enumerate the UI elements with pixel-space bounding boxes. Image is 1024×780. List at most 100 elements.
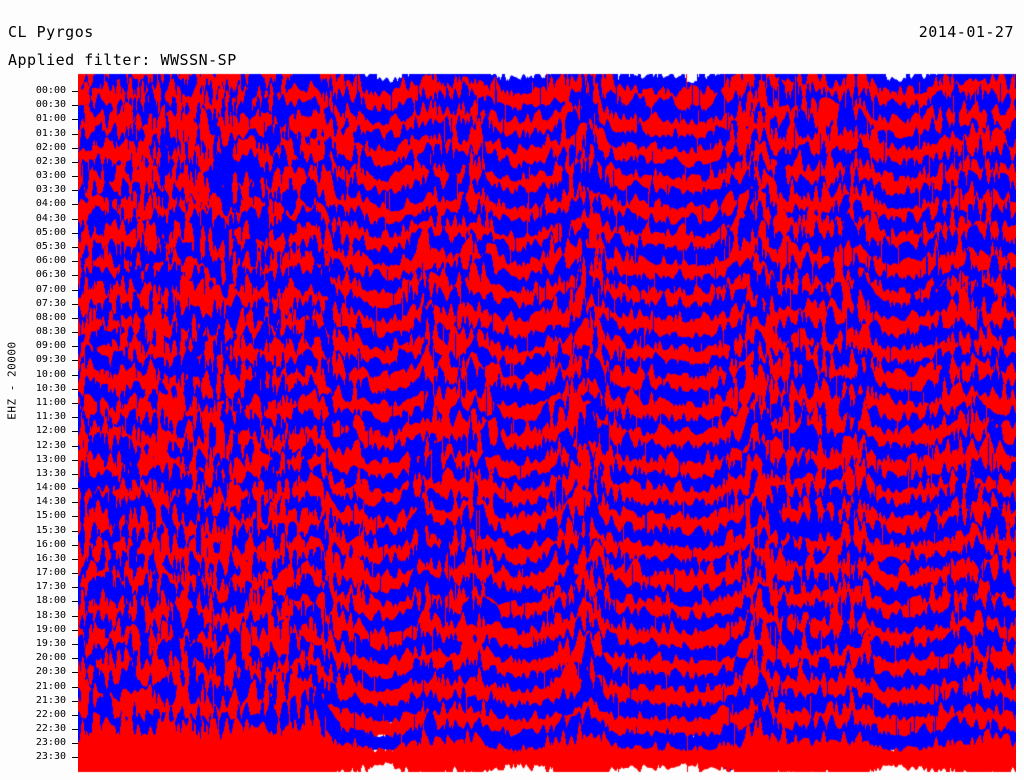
time-tick [72, 374, 78, 376]
time-tick [72, 218, 78, 220]
time-label: 11:00 [35, 396, 66, 408]
time-label: 16:00 [35, 538, 66, 550]
time-label: 20:00 [35, 652, 66, 664]
time-label: 23:30 [35, 751, 66, 763]
time-label: 12:00 [35, 425, 66, 437]
station-title: CL Pyrgos [8, 23, 94, 41]
time-label: 13:00 [35, 453, 66, 465]
time-label: 21:30 [35, 694, 66, 706]
time-tick [72, 658, 78, 660]
time-label: 15:30 [35, 524, 66, 536]
time-tick [72, 601, 78, 603]
time-label: 17:00 [35, 567, 66, 579]
time-label: 04:30 [35, 212, 66, 224]
time-label: 08:30 [35, 326, 66, 338]
time-tick [72, 686, 78, 688]
time-label: 10:30 [35, 382, 66, 394]
time-label: 23:00 [35, 737, 66, 749]
time-label: 03:30 [35, 184, 66, 196]
time-label: 01:30 [35, 127, 66, 139]
time-tick [72, 317, 78, 319]
time-tick [72, 402, 78, 404]
time-label: 19:30 [35, 638, 66, 650]
time-tick [72, 544, 78, 546]
time-tick [72, 672, 78, 674]
time-label: 21:00 [35, 680, 66, 692]
time-tick [72, 573, 78, 575]
time-label: 05:00 [35, 226, 66, 238]
time-tick [72, 289, 78, 291]
time-tick [72, 714, 78, 716]
time-tick [72, 176, 78, 178]
time-label: 01:00 [35, 113, 66, 125]
time-label: 08:00 [35, 311, 66, 323]
time-tick [72, 502, 78, 504]
time-label: 09:00 [35, 340, 66, 352]
seismogram-plot [78, 0, 1016, 780]
time-tick [72, 388, 78, 390]
time-tick [72, 587, 78, 589]
time-label: 14:30 [35, 496, 66, 508]
time-tick [72, 516, 78, 518]
time-label: 10:00 [35, 368, 66, 380]
time-label: 13:30 [35, 467, 66, 479]
time-label: 07:30 [35, 297, 66, 309]
time-tick [72, 105, 78, 107]
time-tick [72, 757, 78, 759]
time-tick [72, 119, 78, 121]
time-label: 18:30 [35, 609, 66, 621]
time-label: 12:30 [35, 439, 66, 451]
time-tick [72, 530, 78, 532]
time-label: 09:30 [35, 354, 66, 366]
time-tick [72, 261, 78, 263]
time-tick [72, 232, 78, 234]
time-label: 06:30 [35, 269, 66, 281]
time-tick [72, 615, 78, 617]
time-label: 22:30 [35, 723, 66, 735]
time-tick [72, 275, 78, 277]
time-label: 15:00 [35, 510, 66, 522]
time-tick [72, 204, 78, 206]
time-label: 00:00 [35, 85, 66, 96]
time-tick [72, 743, 78, 745]
time-label: 18:00 [35, 595, 66, 607]
time-label: 22:00 [35, 708, 66, 720]
time-label: 03:00 [35, 170, 66, 182]
time-tick [72, 629, 78, 631]
time-tick [72, 91, 78, 92]
time-tick [72, 303, 78, 305]
time-tick [72, 445, 78, 447]
applied-filter-label: Applied filter: WWSSN-SP [8, 51, 237, 69]
time-label: 00:30 [35, 99, 66, 111]
time-label: 17:30 [35, 581, 66, 593]
time-tick [72, 161, 78, 163]
time-tick [72, 729, 78, 731]
time-tick [72, 488, 78, 490]
time-label: 07:00 [35, 283, 66, 295]
time-tick [72, 417, 78, 419]
time-tick [72, 360, 78, 362]
time-label: 05:30 [35, 240, 66, 252]
time-tick [72, 332, 78, 334]
time-tick [72, 190, 78, 192]
time-tick [72, 147, 78, 149]
time-label: 06:00 [35, 255, 66, 267]
time-label: 04:00 [35, 198, 66, 210]
time-label: 02:00 [35, 141, 66, 153]
time-tick [72, 700, 78, 702]
time-tick [72, 558, 78, 560]
date-label: 2014-01-27 [918, 23, 1014, 41]
time-label: 16:30 [35, 552, 66, 564]
time-label: 11:30 [35, 411, 66, 423]
time-label: 14:00 [35, 482, 66, 494]
time-label: 02:30 [35, 155, 66, 167]
time-label: 20:30 [35, 666, 66, 678]
seismogram-canvas [78, 0, 1016, 780]
time-tick [72, 133, 78, 135]
time-axis: 00:00 00:30 01:00 01:30 02:00 02:30 03:00 03:30… [0, 0, 78, 780]
time-tick [72, 644, 78, 646]
time-tick [72, 431, 78, 433]
time-tick [72, 459, 78, 461]
time-label: 19:00 [35, 623, 66, 635]
